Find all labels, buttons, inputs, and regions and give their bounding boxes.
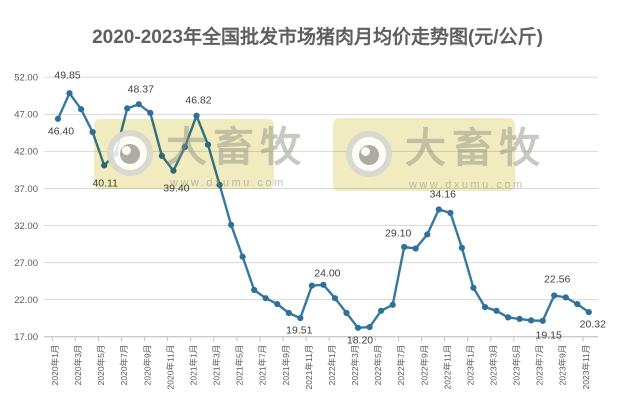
x-axis-tick-label: 2021年1月 <box>188 345 198 386</box>
x-axis-tick-label: 2021年11月 <box>304 345 314 390</box>
data-point-marker <box>562 294 569 301</box>
data-point-marker <box>401 243 408 251</box>
data-point-marker <box>366 324 373 331</box>
data-point-marker <box>135 101 142 108</box>
data-point-label: 49.85 <box>54 70 80 82</box>
x-axis-tick-label: 2020年5月 <box>96 345 106 386</box>
y-axis-tick-label: 27.00 <box>14 258 38 269</box>
x-axis-tick-label: 2022年7月 <box>396 345 406 386</box>
x-axis-tick-label: 2021年5月 <box>235 345 245 386</box>
data-point-label: 20.32 <box>580 319 606 331</box>
data-point-label: 22.56 <box>544 274 570 286</box>
data-point-marker <box>458 244 465 251</box>
watermark-eye-glint <box>361 147 370 156</box>
data-point-marker <box>343 309 350 317</box>
data-point-label: 24.00 <box>314 268 340 280</box>
data-point-marker <box>239 253 246 260</box>
data-point-marker <box>378 307 385 314</box>
y-axis-tick-label: 42.00 <box>14 147 38 158</box>
x-axis-tick-label: 2022年1月 <box>327 345 337 386</box>
watermark-eye-icon <box>346 131 392 177</box>
data-point-marker <box>124 105 131 112</box>
x-axis-tick-label: 2022年11月 <box>442 345 452 390</box>
data-point-marker <box>447 209 454 216</box>
data-point-label: 19.51 <box>286 325 312 337</box>
data-point-marker <box>78 106 85 113</box>
data-point-marker <box>54 115 62 122</box>
data-point-marker <box>320 281 327 288</box>
data-point-marker <box>331 295 339 302</box>
watermark-brand-text: 大畜牧 <box>405 125 546 171</box>
data-point-marker <box>308 282 315 289</box>
data-point-marker <box>539 317 546 324</box>
data-point-marker <box>481 304 489 311</box>
data-point-marker <box>285 309 292 317</box>
data-point-marker <box>470 284 477 291</box>
x-axis-tick-label: 2023年3月 <box>489 345 499 386</box>
data-point-marker <box>66 90 73 97</box>
y-axis-tick-label: 17.00 <box>14 332 38 343</box>
y-axis-tick-label: 32.00 <box>14 221 38 232</box>
x-axis-tick-label: 2022年9月 <box>419 345 429 386</box>
watermark-eye-glint <box>122 146 131 155</box>
x-axis-tick-label: 2020年7月 <box>119 345 129 386</box>
data-point-marker <box>251 286 258 294</box>
data-point-marker <box>193 112 200 119</box>
watermark-eye-pupil <box>359 145 379 165</box>
watermark-url-text: www.dxumu.com <box>170 177 286 189</box>
x-axis-tick-label: 2021年7月 <box>258 345 268 386</box>
data-point-marker <box>389 301 396 308</box>
data-point-marker <box>435 206 442 213</box>
x-axis-tick-label: 2020年3月 <box>73 345 83 386</box>
x-axis-tick-label: 2022年3月 <box>350 345 360 386</box>
data-point-marker <box>424 231 431 238</box>
watermark-eye-icon <box>107 130 153 176</box>
x-axis-tick-label: 2021年9月 <box>281 345 291 386</box>
x-axis-tick-label: 2023年9月 <box>558 345 568 386</box>
data-point-label: 19.15 <box>536 330 562 342</box>
data-point-label: 46.82 <box>185 95 211 107</box>
x-axis-tick-label: 2020年9月 <box>142 345 152 386</box>
y-axis-tick-label: 37.00 <box>14 184 38 195</box>
data-point-label: 18.20 <box>347 335 373 347</box>
data-point-marker <box>505 314 512 321</box>
data-point-label: 34.16 <box>430 189 456 201</box>
data-point-marker <box>528 317 535 324</box>
data-point-label: 48.37 <box>128 84 154 96</box>
data-point-marker <box>228 221 235 228</box>
y-axis-tick-label: 52.00 <box>14 73 38 84</box>
data-point-marker <box>274 301 281 308</box>
y-axis-tick-label: 22.00 <box>14 295 38 306</box>
x-axis-tick-label: 2023年1月 <box>465 345 475 386</box>
x-axis-tick-label: 2023年5月 <box>512 345 522 386</box>
x-axis-tick-label: 2023年11月 <box>581 345 591 390</box>
x-axis-tick-label: 2020年1月 <box>50 345 60 386</box>
data-point-label: 46.40 <box>48 126 74 138</box>
data-point-marker <box>147 109 154 116</box>
y-axis-tick-label: 47.00 <box>14 110 38 121</box>
watermark-url-text: www.dxumu.com <box>409 179 525 191</box>
data-point-label: 29.10 <box>385 228 411 240</box>
watermark-brand-text: 大畜牧 <box>166 124 307 170</box>
x-axis-tick-label: 2020年11月 <box>165 345 175 390</box>
data-point-marker <box>574 301 581 308</box>
watermark-eye-pupil <box>120 144 140 164</box>
data-point-marker <box>516 315 523 322</box>
watermark-left: 大畜牧 www.dxumu.com <box>94 119 301 189</box>
data-point-marker <box>493 307 500 314</box>
data-point-marker <box>354 324 362 331</box>
x-axis-tick-label: 2023年7月 <box>535 345 545 386</box>
data-point-marker <box>412 245 419 252</box>
data-point-marker <box>262 295 269 302</box>
x-axis-tick-label: 2021年3月 <box>212 345 222 386</box>
data-point-marker <box>585 309 592 316</box>
data-point-marker <box>297 315 304 322</box>
data-point-marker <box>551 292 558 299</box>
watermark-right: 大畜牧 www.dxumu.com <box>333 118 540 191</box>
chart-title: 2020-2023年全国批发市场猪肉月均价走势图(元/公斤) <box>92 27 543 48</box>
x-axis-tick-label: 2022年5月 <box>373 345 383 386</box>
